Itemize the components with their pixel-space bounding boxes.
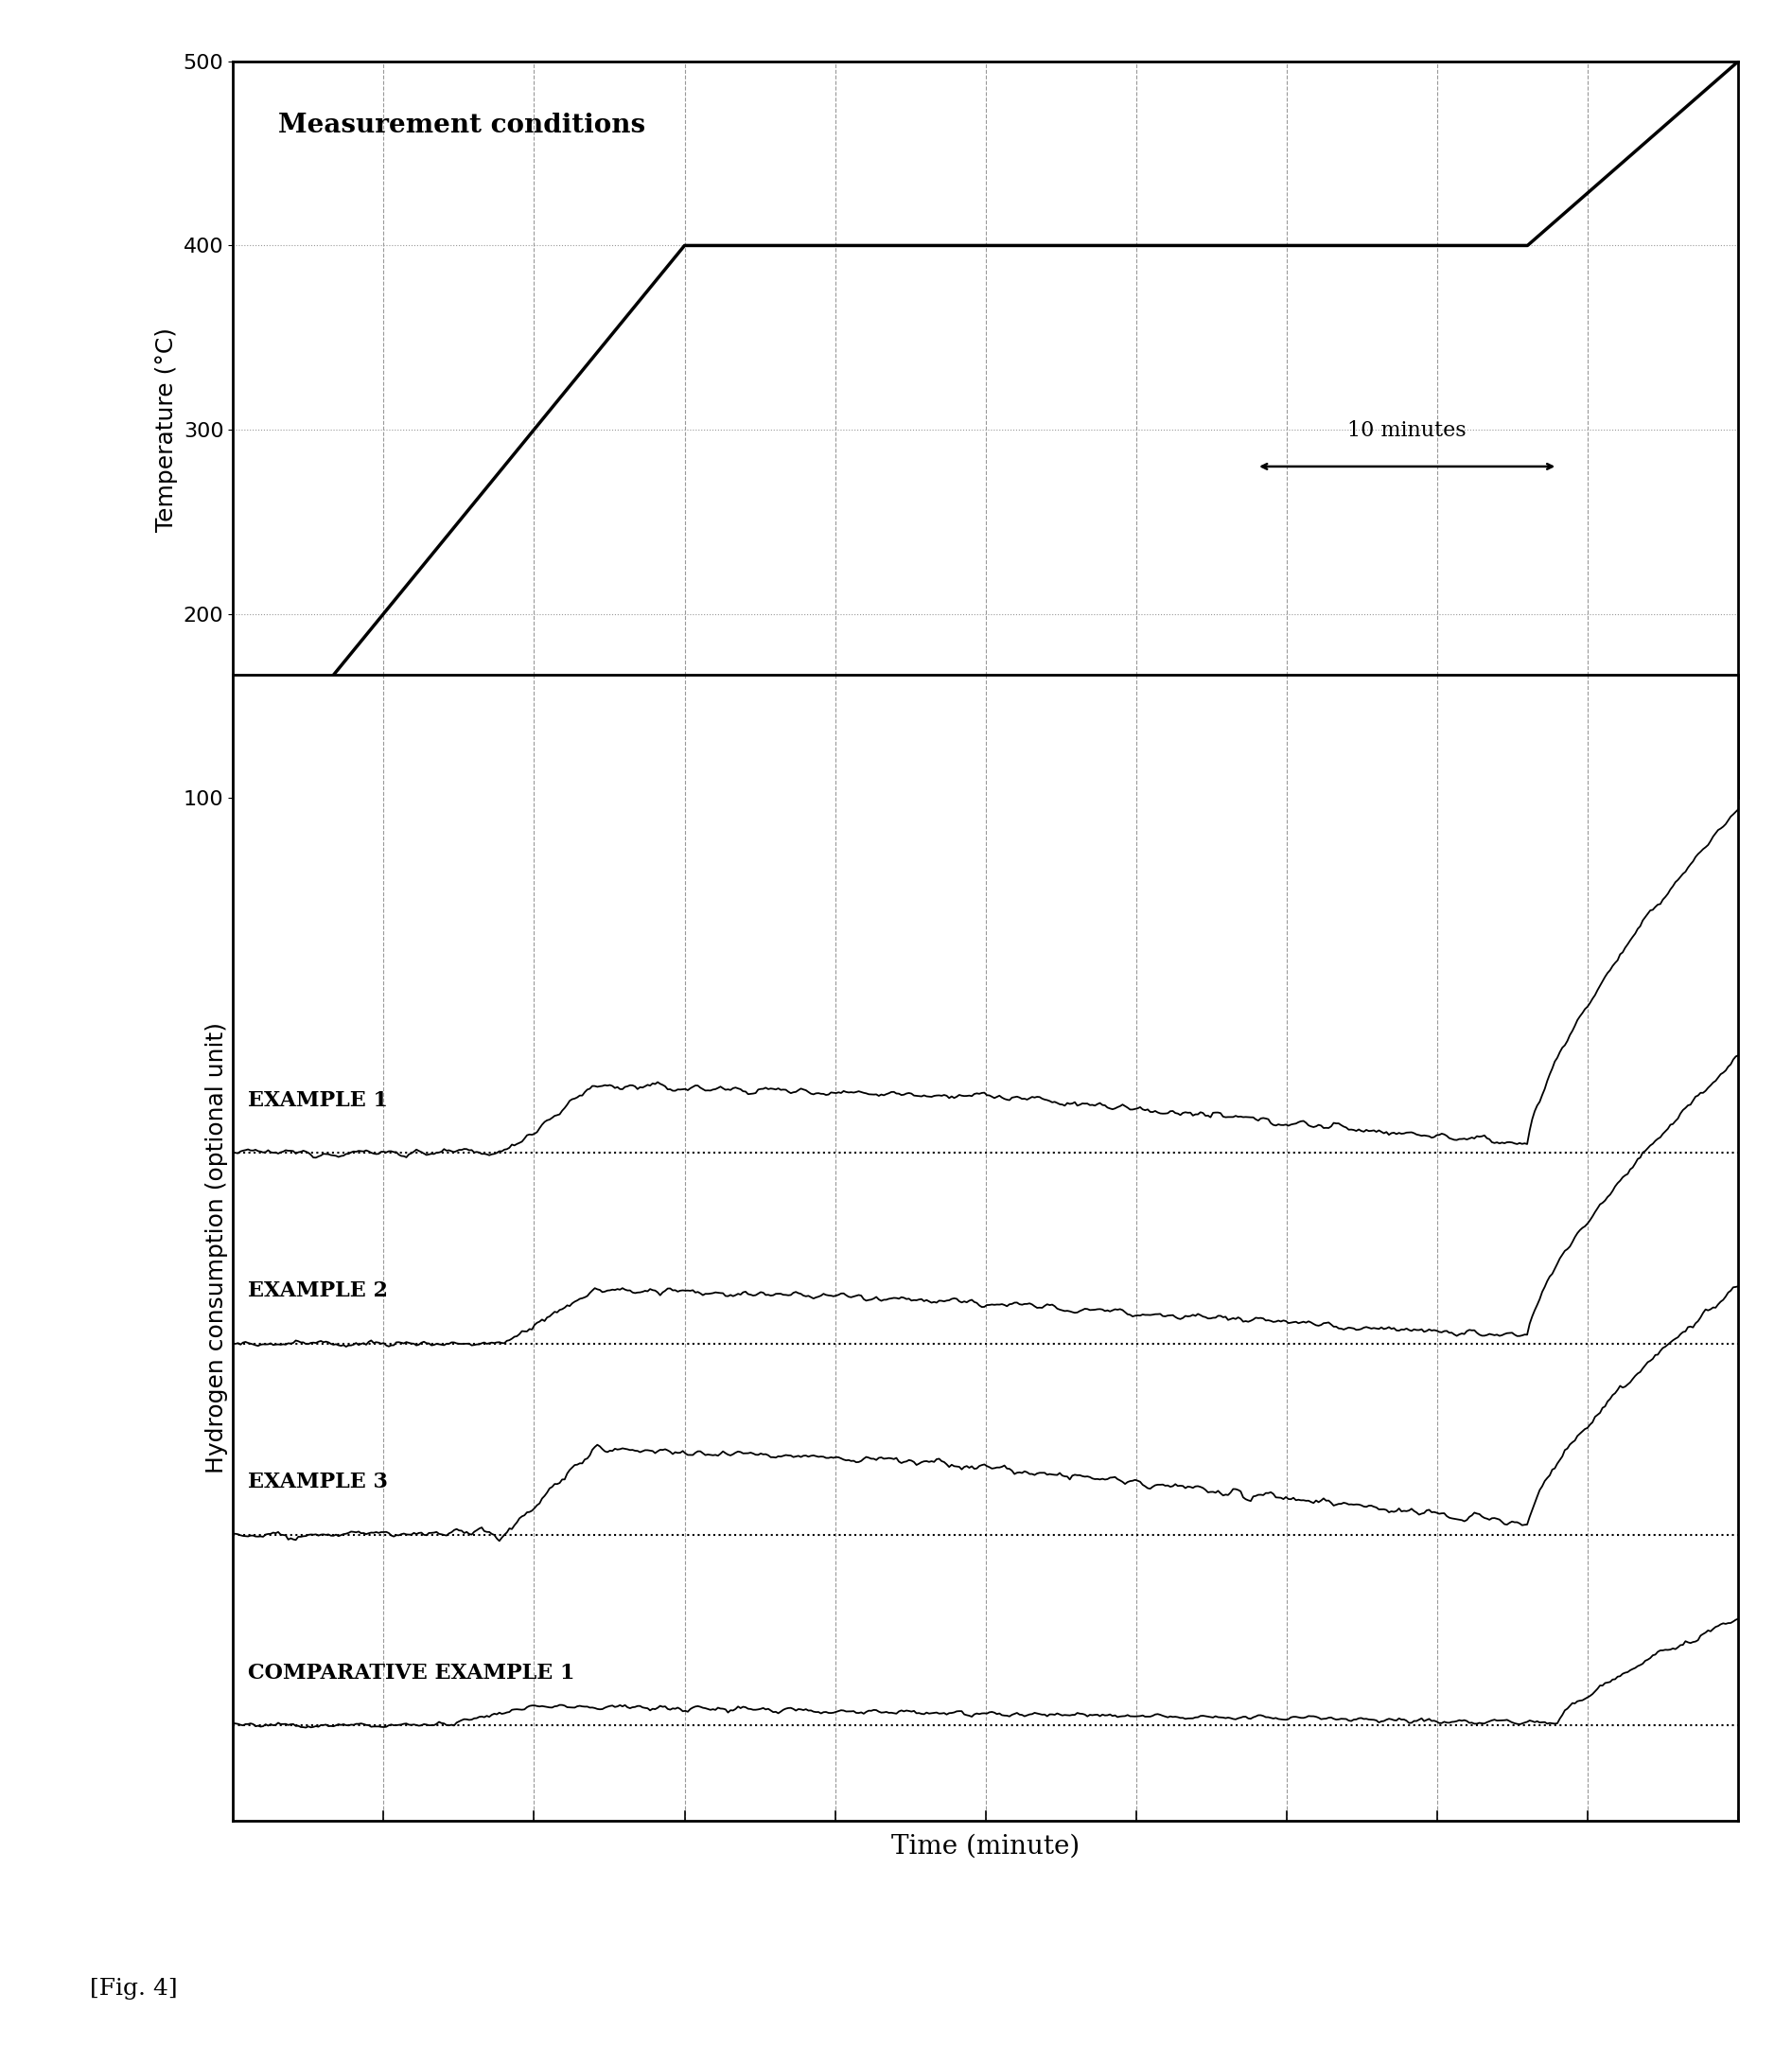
Text: EXAMPLE 1: EXAMPLE 1 xyxy=(247,1091,389,1111)
Text: COMPARATIVE EXAMPLE 1: COMPARATIVE EXAMPLE 1 xyxy=(247,1663,575,1684)
Text: 10 minutes: 10 minutes xyxy=(1348,419,1466,440)
Y-axis label: Hydrogen consumption (optional unit): Hydrogen consumption (optional unit) xyxy=(204,1023,228,1473)
Y-axis label: Temperature (°C): Temperature (°C) xyxy=(156,327,177,532)
Text: EXAMPLE 3: EXAMPLE 3 xyxy=(247,1471,387,1492)
Text: Measurement conditions: Measurement conditions xyxy=(278,113,645,139)
Text: [Fig. 4]: [Fig. 4] xyxy=(90,1978,177,1999)
X-axis label: Time (minute): Time (minute) xyxy=(891,1833,1081,1860)
Text: EXAMPLE 2: EXAMPLE 2 xyxy=(247,1281,389,1301)
